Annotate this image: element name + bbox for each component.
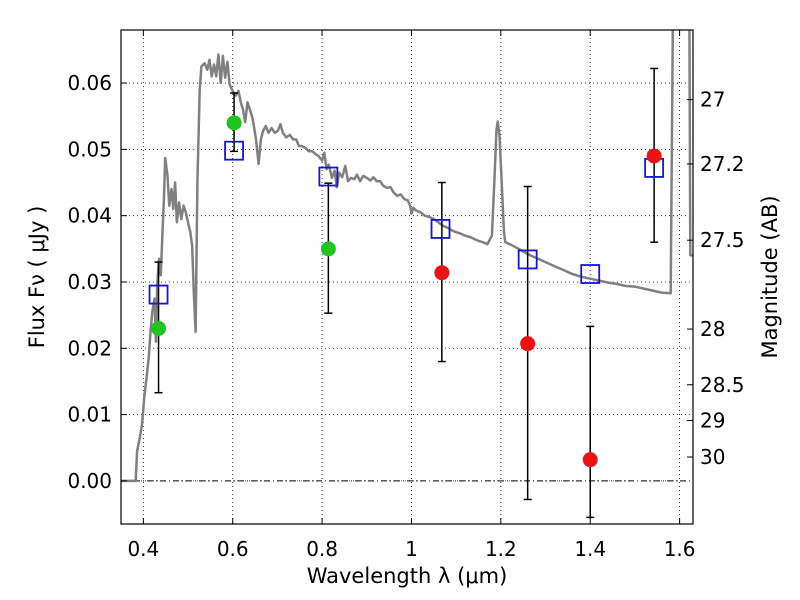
model-flux-box — [580, 264, 601, 284]
model-flux-box — [148, 284, 169, 305]
magnitude-tick-label: 28 — [700, 317, 725, 341]
y-tick-label: 0.05 — [67, 137, 112, 161]
x-tick-label: 1.4 — [574, 537, 606, 561]
y-tick-label: 0.00 — [67, 469, 112, 493]
y-tick-label: 0.01 — [67, 403, 112, 427]
plot-frame — [120, 29, 694, 525]
y-tick-label: 0.02 — [67, 336, 112, 360]
axis-ticks — [121, 30, 693, 524]
upper-limit-point — [520, 336, 536, 352]
y-axis-label: Flux Fν ( μJy ) — [25, 206, 49, 349]
upper-limit-point — [582, 452, 598, 468]
x-axis-label: Wavelength λ (μm) — [307, 564, 508, 588]
x-tick-label: 1 — [405, 537, 418, 561]
x-tick-label: 0.6 — [217, 537, 249, 561]
magnitude-tick-label: 27 — [700, 88, 725, 112]
model-flux-box — [430, 219, 451, 239]
magnitude-tick-label: 30 — [700, 445, 725, 469]
plot-background — [121, 30, 693, 524]
magnitude-tick-labels: 27 27.2 27.5 28 28.5 29 30 — [700, 88, 745, 469]
observed-points — [151, 115, 662, 468]
model-spectrum-line — [121, 30, 693, 483]
x-tick-label: 0.4 — [127, 537, 159, 561]
magnitude-tick-label: 27.2 — [700, 152, 745, 176]
y2-axis-label: Magnitude (AB) — [758, 195, 782, 358]
x-tick-labels: 0.4 0.6 0.8 1 1.2 1.4 1.6 — [127, 537, 695, 561]
detection-point — [320, 241, 336, 257]
x-tick-label: 0.8 — [306, 537, 338, 561]
model-flux-box — [318, 166, 339, 187]
gridlines — [121, 30, 693, 524]
upper-limit-point — [646, 148, 662, 164]
model-flux-box — [517, 249, 538, 270]
model-flux-box — [224, 140, 244, 161]
upper-limit-point — [434, 265, 450, 281]
magnitude-tick-label: 28.5 — [700, 373, 745, 397]
y-tick-label: 0.04 — [67, 204, 112, 228]
y-tick-label: 0.03 — [67, 270, 112, 294]
detection-point — [151, 320, 167, 336]
magnitude-tick-label: 29 — [700, 409, 725, 433]
detection-point — [226, 115, 242, 131]
magnitude-tick-label: 27.5 — [700, 228, 745, 252]
y-tick-labels: 0.00 0.01 0.02 0.03 0.04 0.05 0.06 — [67, 71, 112, 493]
y-tick-label: 0.06 — [67, 71, 112, 95]
model-photometry-boxes — [148, 140, 665, 305]
x-tick-label: 1.6 — [664, 537, 696, 561]
x-tick-label: 1.2 — [485, 537, 517, 561]
